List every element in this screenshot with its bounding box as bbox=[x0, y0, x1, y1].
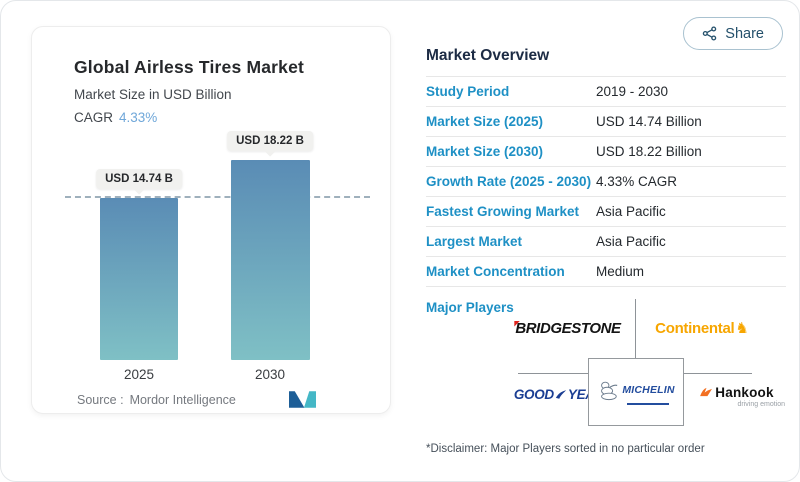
row-label: Largest Market bbox=[426, 234, 523, 249]
x-axis-label-2025: 2025 bbox=[123, 367, 155, 382]
table-row-largest-market: Largest Market Asia Pacific bbox=[426, 227, 786, 257]
row-label: Growth Rate (2025 - 2030) bbox=[426, 174, 592, 189]
row-value: Asia Pacific bbox=[596, 204, 666, 219]
table-row-market-size-2025: Market Size (2025) USD 14.74 Billion bbox=[426, 107, 786, 137]
michelin-wordmark: MICHELIN bbox=[622, 384, 675, 396]
row-label: Market Size (2025) bbox=[426, 114, 544, 129]
players-connector-right bbox=[684, 373, 752, 374]
chart-card: Global Airless Tires Market Market Size … bbox=[31, 26, 391, 414]
table-row-growth-rate: Growth Rate (2025 - 2030) 4.33% CAGR bbox=[426, 167, 786, 197]
source-label: Source : bbox=[77, 393, 124, 407]
share-button[interactable]: Share bbox=[683, 17, 783, 50]
row-value: 2019 - 2030 bbox=[596, 84, 669, 99]
player-logo-michelin: MICHELIN bbox=[588, 358, 684, 426]
share-label: Share bbox=[725, 25, 764, 42]
chart-title: Global Airless Tires Market bbox=[74, 57, 305, 77]
continental-horse-icon: ♞ bbox=[735, 320, 749, 337]
disclaimer-text: *Disclaimer: Major Players sorted in no … bbox=[426, 443, 705, 455]
market-overview-panel: Market Overview Study Period 2019 - 2030… bbox=[426, 47, 786, 315]
player-logo-hankook: Hankook driving emotion bbox=[689, 379, 785, 413]
value-tooltip-2025: USD 14.74 B bbox=[96, 169, 182, 189]
row-value: USD 18.22 Billion bbox=[596, 144, 702, 159]
share-icon bbox=[702, 26, 717, 41]
cagr-line: CAGR 4.33% bbox=[74, 110, 157, 125]
overview-heading: Market Overview bbox=[426, 47, 786, 77]
hankook-wing-icon bbox=[700, 387, 713, 398]
cagr-label: CAGR bbox=[74, 110, 114, 125]
player-logo-continental: Continental ♞ bbox=[649, 313, 755, 343]
bar-2025[interactable] bbox=[100, 198, 178, 360]
goodyear-wingfoot-icon bbox=[555, 389, 567, 400]
michelin-bibendum-icon bbox=[597, 379, 619, 401]
value-tooltip-2030: USD 18.22 B bbox=[227, 131, 313, 151]
row-value: Asia Pacific bbox=[596, 234, 666, 249]
hankook-tagline: driving emotion bbox=[737, 400, 785, 408]
players-connector-vertical bbox=[635, 299, 636, 358]
x-axis-label-2030: 2030 bbox=[254, 367, 286, 382]
reference-dashed-line bbox=[65, 196, 370, 198]
row-value: Medium bbox=[596, 264, 645, 279]
row-label: Fastest Growing Market bbox=[426, 204, 580, 219]
table-row-market-size-2030: Market Size (2030) USD 18.22 Billion bbox=[426, 137, 786, 167]
players-connector-left bbox=[518, 373, 588, 374]
bar-chart: USD 14.74 B USD 18.22 B bbox=[65, 131, 370, 360]
row-label: Market Size (2030) bbox=[426, 144, 544, 159]
player-logo-bridgestone: BRIDGESTONE bbox=[501, 313, 635, 343]
michelin-underline bbox=[627, 403, 669, 405]
table-row-study-period: Study Period 2019 - 2030 bbox=[426, 77, 786, 107]
source-name: Mordor Intelligence bbox=[129, 393, 236, 407]
bridgestone-wordmark: BRIDGESTONE bbox=[515, 319, 621, 337]
row-label: Market Concentration bbox=[426, 264, 565, 279]
bar-2030[interactable] bbox=[231, 160, 310, 360]
continental-wordmark: Continental bbox=[655, 319, 735, 337]
major-players-label: Major Players bbox=[426, 300, 514, 315]
source-row: Source : Mordor Intelligence bbox=[77, 393, 236, 407]
cagr-value: 4.33% bbox=[119, 110, 158, 125]
chart-subtitle: Market Size in USD Billion bbox=[74, 87, 232, 102]
row-value: USD 14.74 Billion bbox=[596, 114, 702, 129]
mordor-intelligence-logo-icon bbox=[289, 391, 316, 413]
hankook-wordmark: Hankook bbox=[715, 384, 774, 400]
table-row-fastest-growing-market: Fastest Growing Market Asia Pacific bbox=[426, 197, 786, 227]
goodyear-wordmark-left: GOOD bbox=[513, 386, 554, 402]
table-row-market-concentration: Market Concentration Medium bbox=[426, 257, 786, 287]
row-label: Study Period bbox=[426, 84, 510, 99]
row-value: 4.33% CAGR bbox=[596, 174, 678, 189]
